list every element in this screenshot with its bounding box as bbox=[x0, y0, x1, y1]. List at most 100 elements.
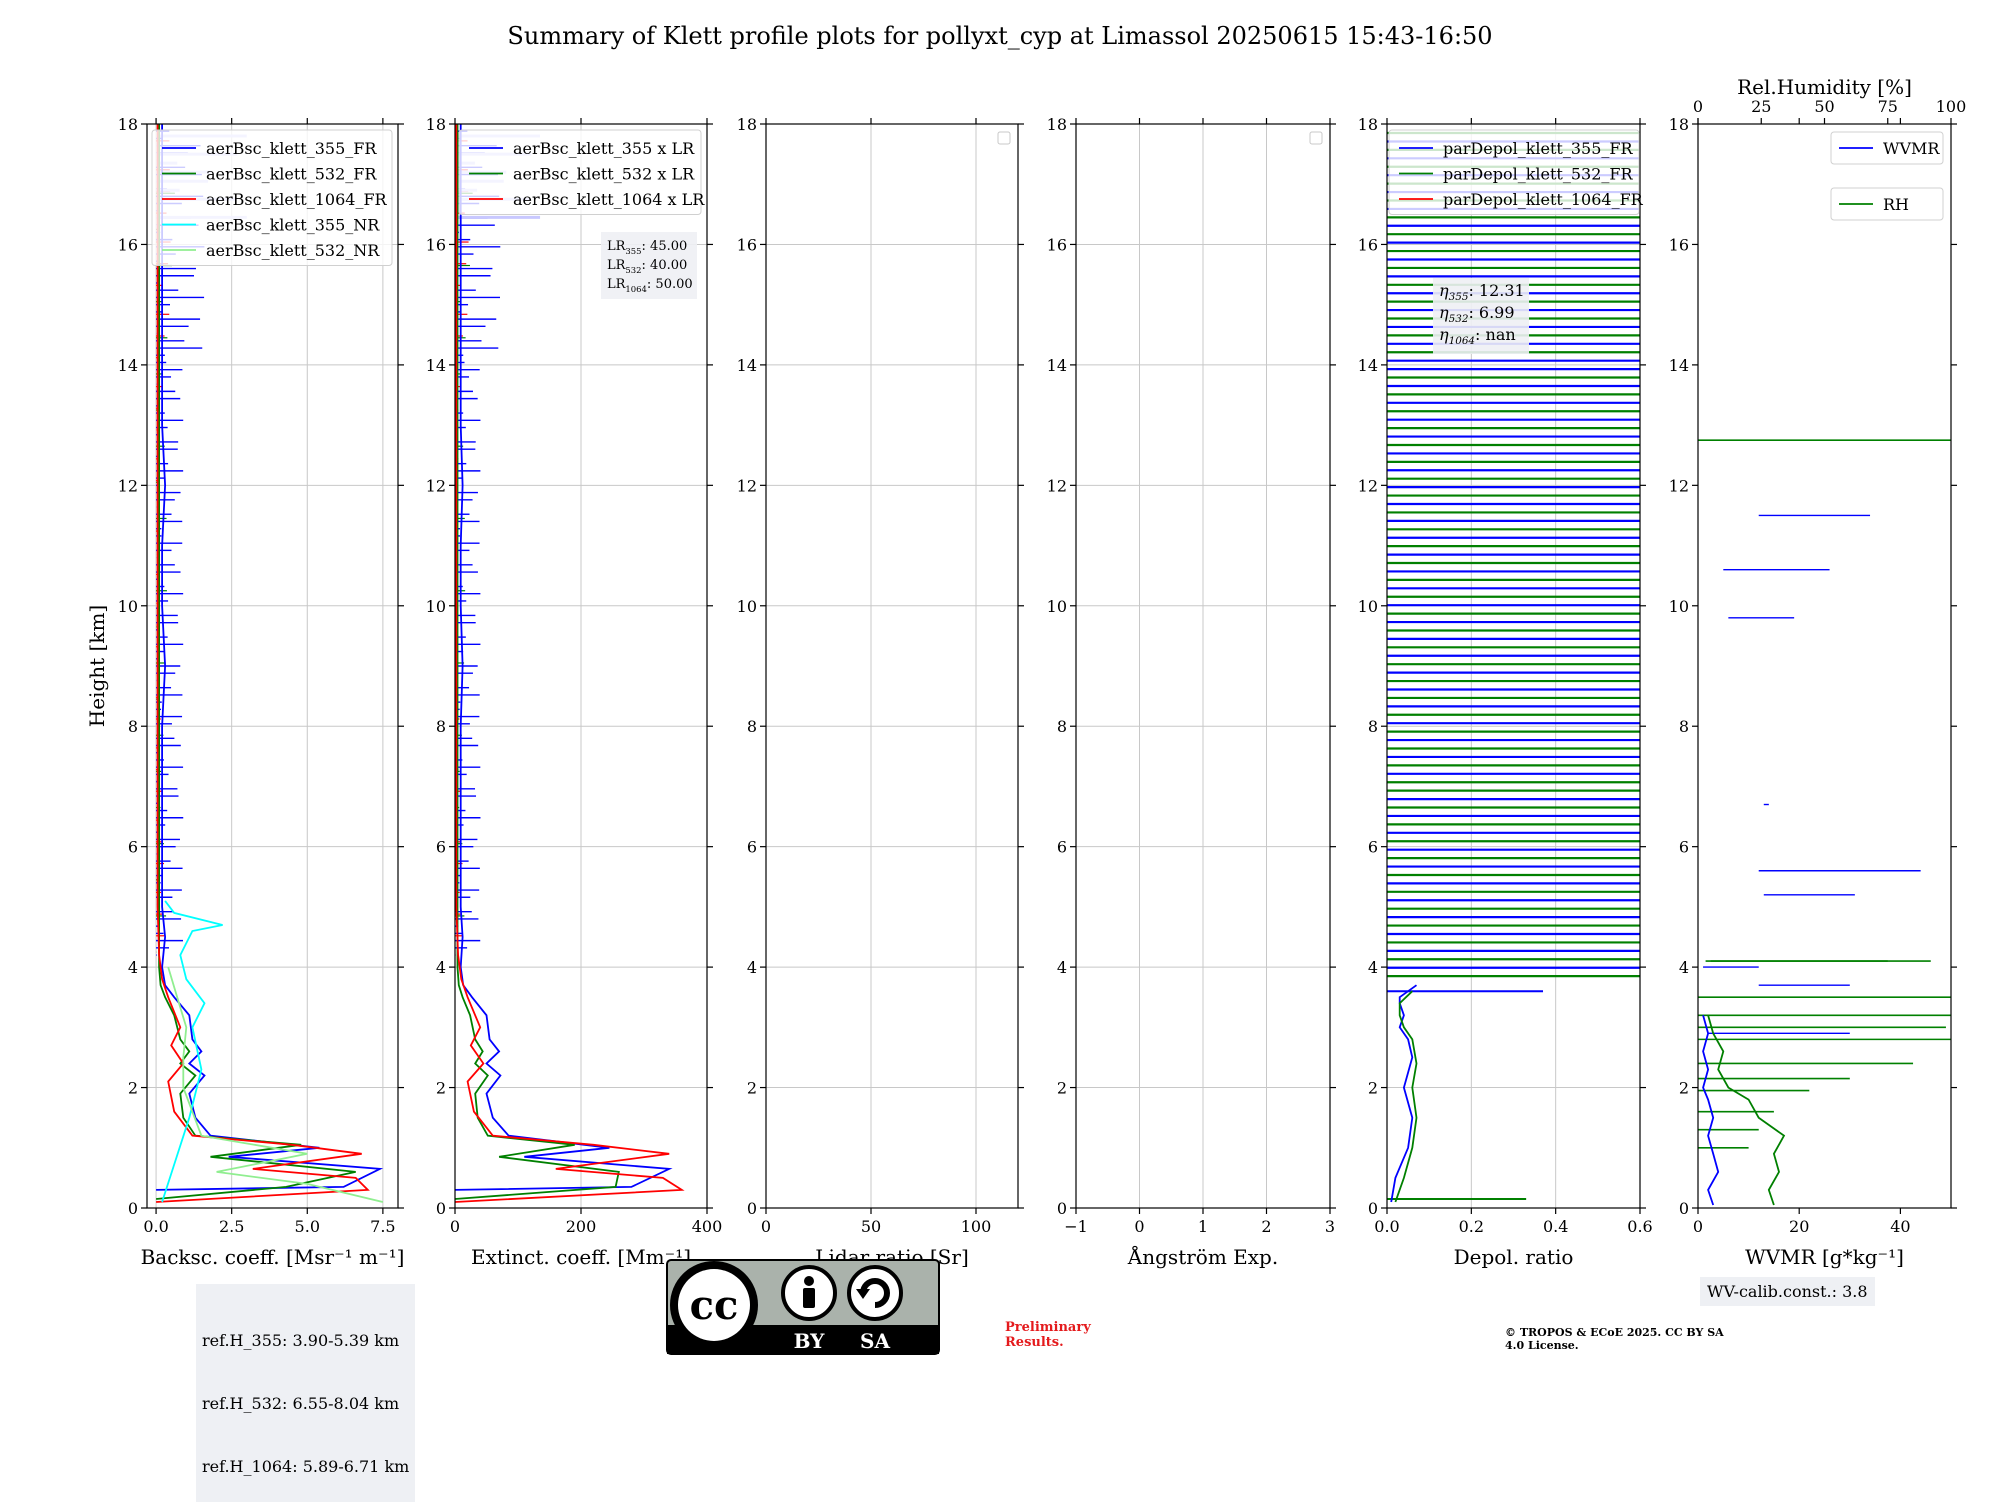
x-tick-label: 7.5 bbox=[370, 1217, 395, 1236]
y-tick-label: 10 bbox=[1669, 597, 1689, 616]
y-axis-label: Height [km] bbox=[85, 605, 109, 727]
y-tick-label: 2 bbox=[436, 1079, 446, 1098]
ref-heights-box: ref.H_355: 3.90-5.39 km ref.H_532: 6.55-… bbox=[196, 1284, 416, 1502]
y-tick-label: 12 bbox=[737, 476, 757, 495]
series-line-aerBsc_klett_355_NR bbox=[161, 900, 223, 1203]
legend-label: aerBsc_klett_1064_FR bbox=[206, 190, 388, 209]
legend-label: RH bbox=[1883, 195, 1909, 214]
legend-label: WVMR bbox=[1883, 139, 1940, 158]
y-tick-label: 16 bbox=[118, 235, 138, 254]
y-tick-label: 8 bbox=[128, 717, 138, 736]
y-tick-label: 16 bbox=[1669, 235, 1689, 254]
y-tick-label: 14 bbox=[1358, 356, 1378, 375]
y-tick-label: 18 bbox=[1669, 115, 1689, 134]
y-tick-label: 8 bbox=[1057, 717, 1067, 736]
x-tick-label: 2 bbox=[1261, 1217, 1271, 1236]
x-tick-label: 400 bbox=[692, 1217, 723, 1236]
y-tick-label: 10 bbox=[1358, 597, 1378, 616]
x-tick-label: 0.0 bbox=[143, 1217, 168, 1236]
legend-box-empty bbox=[1309, 131, 1323, 145]
y-tick-label: 4 bbox=[128, 958, 138, 977]
legend-label: aerBsc_klett_532 x LR bbox=[513, 165, 695, 184]
y-tick-label: 8 bbox=[1679, 717, 1689, 736]
plot-frame bbox=[1386, 123, 1641, 1209]
x-tick-label: 200 bbox=[566, 1217, 597, 1236]
x-tick-label: 40 bbox=[1890, 1217, 1910, 1236]
y-tick-label: 0 bbox=[747, 1199, 757, 1218]
series-line-aerBsc_klett_355_FR bbox=[156, 124, 384, 1191]
x-tick-label: 20 bbox=[1789, 1217, 1809, 1236]
top-tick-label: 0 bbox=[1693, 97, 1703, 116]
cc-license-badge: cc BY SA bbox=[666, 1259, 940, 1355]
legend-box-empty bbox=[997, 131, 1011, 145]
y-tick-label: 12 bbox=[1358, 476, 1378, 495]
x-axis-label: Depol. ratio bbox=[1454, 1245, 1574, 1269]
y-tick-label: 4 bbox=[1679, 958, 1689, 977]
top-tick-label: 25 bbox=[1751, 97, 1771, 116]
x-tick-label: 0.0 bbox=[1374, 1217, 1399, 1236]
x-axis-label: Ångström Exp. bbox=[1127, 1244, 1278, 1269]
annotation-line: η355: 12.31 bbox=[1439, 281, 1525, 303]
copyright-note: © TROPOS & ECoE 2025. CC BY SA 4.0 Licen… bbox=[1505, 1326, 1724, 1352]
x-axis-label: Backsc. coeff. [Msr⁻¹ m⁻¹] bbox=[141, 1245, 405, 1269]
annotation-line: LR355: 45.00 bbox=[607, 239, 687, 256]
legend-label: aerBsc_klett_355 x LR bbox=[513, 139, 695, 158]
top-axis-label: Rel.Humidity [%] bbox=[1737, 75, 1912, 99]
y-tick-label: 0 bbox=[1368, 1199, 1378, 1218]
y-tick-label: 12 bbox=[118, 476, 138, 495]
series-line-aerBsc_klett_532 x LR bbox=[454, 124, 620, 1200]
y-tick-label: 0 bbox=[128, 1199, 138, 1218]
wv-calib-box: WV-calib.const.: 3.8 bbox=[1700, 1277, 1875, 1306]
series-line-aerBsc_klett_1064 x LR bbox=[454, 124, 685, 1203]
plot-frame bbox=[146, 123, 399, 1209]
plot-frame bbox=[765, 123, 1019, 1209]
y-tick-label: 2 bbox=[1057, 1079, 1067, 1098]
y-tick-label: 8 bbox=[436, 717, 446, 736]
top-tick-label: 50 bbox=[1814, 97, 1834, 116]
y-tick-label: 10 bbox=[1047, 597, 1067, 616]
figure-title: Summary of Klett profile plots for polly… bbox=[507, 22, 1493, 50]
legend-label: aerBsc_klett_355_NR bbox=[206, 216, 380, 235]
plot-frame bbox=[1697, 123, 1952, 1209]
y-tick-label: 6 bbox=[1679, 838, 1689, 857]
y-tick-label: 6 bbox=[747, 838, 757, 857]
x-tick-label: 0 bbox=[1134, 1217, 1144, 1236]
legend-label: parDepol_klett_1064_FR bbox=[1443, 190, 1644, 209]
series-line-parDepol_klett_532_FR bbox=[1394, 990, 1418, 1203]
legend-label: aerBsc_klett_532_FR bbox=[206, 165, 377, 184]
y-tick-label: 0 bbox=[436, 1199, 446, 1218]
series-line-aerBsc_klett_532_NR bbox=[167, 966, 384, 1203]
cc-sa-text: SA bbox=[860, 1329, 890, 1353]
y-tick-label: 16 bbox=[1047, 235, 1067, 254]
annotation-line: LR532: 40.00 bbox=[607, 258, 687, 275]
ref-height-532: ref.H_532: 6.55-8.04 km bbox=[202, 1394, 400, 1413]
x-axis-label: WVMR [g*kg⁻¹] bbox=[1745, 1245, 1904, 1269]
ref-height-1064: ref.H_1064: 5.89-6.71 km bbox=[202, 1457, 410, 1476]
y-tick-label: 14 bbox=[1669, 356, 1689, 375]
x-tick-label: 0.4 bbox=[1543, 1217, 1568, 1236]
series-line-aerBsc_klett_355 x LR bbox=[454, 124, 673, 1191]
annotation-line: η532: 6.99 bbox=[1439, 303, 1515, 325]
annotation-line: η1064: nan bbox=[1439, 325, 1516, 347]
y-tick-label: 16 bbox=[426, 235, 446, 254]
series-line-parDepol_klett_355_FR bbox=[1390, 984, 1418, 1203]
x-tick-label: 0 bbox=[1693, 1217, 1703, 1236]
y-tick-label: 0 bbox=[1679, 1199, 1689, 1218]
ref-height-355: ref.H_355: 3.90-5.39 km bbox=[202, 1331, 400, 1350]
annotation-box bbox=[1433, 278, 1529, 354]
y-tick-label: 14 bbox=[737, 356, 757, 375]
annotation-line: LR1064: 50.00 bbox=[607, 277, 693, 294]
y-tick-label: 4 bbox=[436, 958, 446, 977]
x-tick-label: 0.2 bbox=[1459, 1217, 1484, 1236]
y-tick-label: 12 bbox=[1669, 476, 1689, 495]
x-tick-label: 0 bbox=[450, 1217, 460, 1236]
series-line-WVMR bbox=[1702, 1015, 1720, 1206]
legend-label: parDepol_klett_355_FR bbox=[1443, 139, 1634, 158]
legend-box bbox=[1830, 187, 1944, 221]
y-tick-label: 14 bbox=[426, 356, 446, 375]
top-tick-label: 100 bbox=[1936, 97, 1967, 116]
